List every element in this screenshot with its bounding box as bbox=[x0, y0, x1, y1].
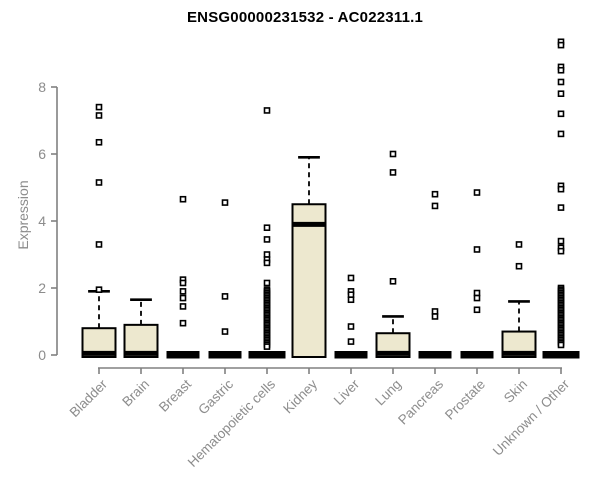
outlier-point-breast bbox=[179, 288, 187, 295]
x-tick-label-brain: Brain bbox=[119, 377, 152, 410]
outlier-point-prostate bbox=[473, 294, 481, 302]
x-tick-label-prostate: Prostate bbox=[442, 377, 488, 423]
outlier-point-unknown-other bbox=[557, 130, 565, 138]
outlier-point-breast bbox=[179, 303, 187, 310]
outlier-point-bladder bbox=[95, 179, 103, 186]
collapsed-box-prostate bbox=[460, 351, 494, 359]
outlier-point-lung bbox=[389, 169, 397, 176]
outlier-point-lung bbox=[389, 277, 397, 285]
outlier-point-liver bbox=[347, 296, 355, 304]
outlier-point-gastric bbox=[221, 293, 229, 300]
collapsed-box-gastric bbox=[208, 351, 242, 359]
outlier-point-lung bbox=[389, 150, 397, 158]
outlier-point-bladder bbox=[95, 286, 103, 293]
outlier-point-hematopoietic-cells bbox=[263, 343, 271, 350]
y-tick-label: 4 bbox=[38, 213, 46, 229]
x-tick-label-lung: Lung bbox=[372, 377, 404, 409]
outlier-point-breast bbox=[179, 319, 187, 327]
outlier-point-breast bbox=[179, 294, 187, 302]
collapsed-box-unknown-other bbox=[542, 351, 580, 359]
box-kidney bbox=[291, 203, 327, 358]
outlier-point-gastric bbox=[221, 199, 229, 206]
outlier-point-prostate bbox=[473, 306, 481, 314]
outlier-point-breast bbox=[179, 195, 187, 203]
outlier-point-hematopoietic-cells bbox=[263, 224, 271, 231]
outlier-point-gastric bbox=[221, 328, 229, 335]
outlier-point-liver bbox=[347, 338, 355, 345]
outlier-point-skin bbox=[515, 241, 523, 248]
y-tick-label: 8 bbox=[38, 79, 46, 95]
outlier-point-unknown-other bbox=[557, 247, 565, 255]
collapsed-box-breast bbox=[166, 351, 200, 359]
outlier-point-bladder bbox=[95, 241, 103, 248]
y-tick-label: 6 bbox=[38, 146, 46, 162]
x-tick-label-breast: Breast bbox=[156, 376, 194, 414]
x-tick-label-kidney: Kidney bbox=[280, 376, 320, 416]
x-tick-label-gastric: Gastric bbox=[195, 376, 236, 417]
outlier-point-breast bbox=[179, 279, 187, 287]
outlier-point-pancreas bbox=[431, 313, 439, 320]
outlier-point-prostate bbox=[473, 246, 481, 253]
outlier-point-unknown-other bbox=[557, 90, 565, 97]
outlier-point-unknown-other bbox=[557, 110, 565, 118]
outlier-point-liver bbox=[347, 274, 355, 282]
y-tick-label: 2 bbox=[38, 280, 46, 296]
outlier-point-pancreas bbox=[431, 190, 439, 198]
chart-title: ENSG00000231532 - AC022311.1 bbox=[186, 9, 424, 26]
outlier-point-bladder bbox=[95, 112, 103, 119]
outlier-point-unknown-other bbox=[557, 204, 565, 211]
outlier-point-unknown-other bbox=[557, 66, 565, 74]
outlier-point-unknown-other bbox=[557, 78, 565, 86]
x-tick-label-skin: Skin bbox=[501, 377, 530, 406]
outlier-point-hematopoietic-cells bbox=[263, 259, 271, 267]
x-tick-label-liver: Liver bbox=[331, 376, 363, 408]
outlier-point-unknown-other bbox=[557, 41, 565, 49]
outlier-point-unknown-other bbox=[557, 185, 565, 193]
outlier-point-unknown-other bbox=[557, 341, 565, 349]
x-tick-label-bladder: Bladder bbox=[67, 376, 111, 420]
outlier-point-bladder bbox=[95, 103, 103, 111]
collapsed-box-hematopoietic-cells bbox=[248, 351, 286, 359]
y-tick-label: 0 bbox=[38, 347, 46, 363]
outlier-point-hematopoietic-cells bbox=[263, 279, 271, 287]
outlier-point-skin bbox=[515, 262, 523, 270]
x-tick-label-pancreas: Pancreas bbox=[395, 376, 446, 427]
outlier-point-pancreas bbox=[431, 202, 439, 210]
outlier-point-prostate bbox=[473, 189, 481, 196]
outlier-point-hematopoietic-cells bbox=[263, 236, 271, 243]
collapsed-box-liver bbox=[334, 351, 368, 359]
x-tick-label-unknown-other: Unknown / Other bbox=[490, 376, 573, 459]
outlier-point-hematopoietic-cells bbox=[263, 107, 271, 114]
collapsed-box-pancreas bbox=[418, 351, 452, 359]
outlier-point-bladder bbox=[95, 138, 103, 146]
outlier-point-unknown-other bbox=[557, 237, 565, 245]
outlier-point-liver bbox=[347, 323, 355, 330]
